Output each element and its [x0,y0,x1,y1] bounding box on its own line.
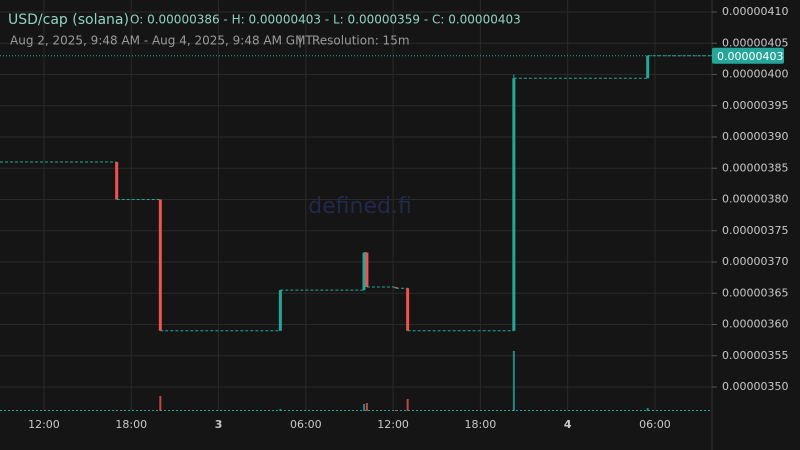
candle-body [365,252,369,287]
last-price-box [712,47,784,64]
y-tick-label: 0.00000365 [722,286,788,299]
x-tick-label: 18:00 [465,418,497,431]
candle-body [394,287,398,289]
y-tick-label: 0.00000375 [722,224,788,237]
plot [0,55,712,411]
candle-body [278,290,282,331]
y-tick-label: 0.00000370 [722,255,788,268]
x-tick-label: 12:00 [28,418,60,431]
x-tick-label: 06:00 [290,418,322,431]
watermark: defined.fi [308,194,412,219]
volume-bar [406,399,409,411]
y-tick-label: 0.00000390 [722,130,788,143]
y-tick-label: 0.00000360 [722,318,788,331]
separator: | [298,34,302,48]
range: Aug 2, 2025, 9:48 AM - Aug 4, 2025, 9:48… [10,34,313,48]
candle-body [115,162,119,200]
volume-bar [365,403,368,411]
y-tick-label: 0.00000405 [722,36,788,49]
x-tick-label: 3 [215,418,223,431]
x-tick-label: 12:00 [377,418,409,431]
y-tick-label: 0.00000380 [722,193,788,206]
volume-bar [279,409,282,411]
candle-body [406,288,410,331]
candle-body [646,55,650,79]
ohlc: O: 0.00000386 - H: 0.00000403 - L: 0.000… [130,13,521,27]
x-tick-label: 4 [564,418,572,431]
candle-body [512,78,516,331]
volume-bar [646,408,649,411]
volume-bar [363,404,366,411]
x-tick-label: 06:00 [639,418,671,431]
volume-bar [115,410,118,411]
grid [0,0,712,411]
volume-bar [159,396,162,411]
y-tick-label: 0.00000350 [722,380,788,393]
y-tick-label: 0.00000395 [722,99,788,112]
candle-body [158,199,162,331]
volume-bar [512,351,515,411]
y-tick-label: 0.00000385 [722,161,788,174]
y-tick-label: 0.00000400 [722,68,788,81]
resolution: Resolution: 15m [312,34,410,48]
y-tick-label: 0.00000410 [722,5,788,18]
x-tick-label: 18:00 [115,418,147,431]
volume-bar [395,410,398,411]
last-price-label: 0.00000403 [717,50,783,63]
chart-title: USD/cap (solana) [8,12,129,28]
candle-body [362,252,366,291]
y-tick-label: 0.00000355 [722,349,788,362]
